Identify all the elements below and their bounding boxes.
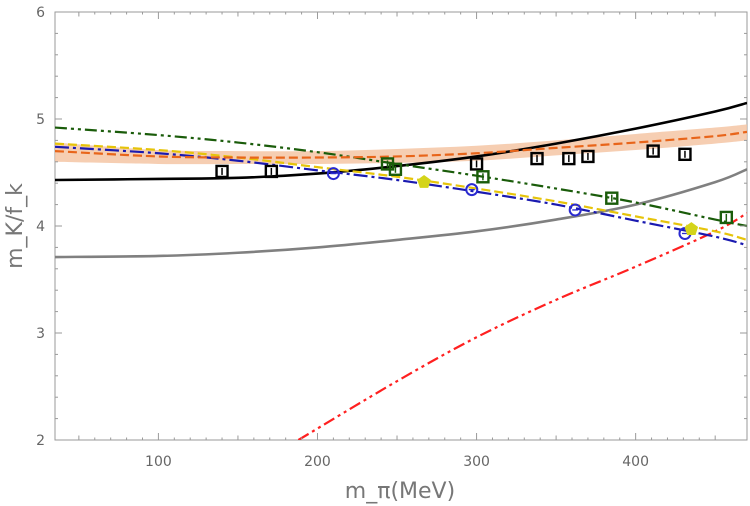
plot-frame (54, 11, 748, 441)
orange-dashed (55, 130, 747, 159)
black-squares-point (469, 157, 484, 171)
black-squares-point (530, 151, 544, 166)
black-squares-point (562, 151, 576, 166)
orange-band (55, 124, 747, 165)
x-tick-label-100: 100 (145, 454, 172, 470)
marker-layer (215, 144, 734, 240)
black-squares-point (646, 144, 660, 158)
x-tick-label-200: 200 (304, 454, 331, 470)
red-dashdot (297, 212, 747, 440)
green-squares-point (605, 191, 619, 205)
gray-solid (55, 168, 747, 259)
x-tick-label-300: 300 (463, 454, 490, 470)
x-axis-title: m_π(MeV) (345, 479, 455, 504)
black-squares-point (678, 147, 692, 162)
band-layer (55, 124, 747, 165)
green-squares-point (476, 170, 490, 184)
x-tick-label-400: 400 (622, 454, 649, 470)
green-dashdot (55, 126, 747, 228)
black-squares-point (215, 164, 229, 179)
y-tick-label-6: 6 (36, 5, 45, 21)
blue-circles-point (465, 183, 479, 197)
black-solid (55, 101, 747, 182)
yellow-pentagons-point (417, 175, 431, 188)
blue-circles-point (326, 167, 340, 181)
blue-circles-point (568, 203, 582, 217)
tick-layer (55, 11, 747, 441)
black-squares-point (581, 149, 595, 164)
y-axis-title: m_K/f_k (3, 183, 28, 269)
y-tick-label-4: 4 (36, 219, 45, 235)
green-squares-point (719, 210, 734, 225)
green-squares-point (388, 162, 403, 176)
y-tick-label-5: 5 (36, 112, 45, 128)
y-tick-label-3: 3 (36, 326, 45, 342)
black-squares-point (264, 164, 279, 179)
blue-dashdot (55, 145, 747, 247)
yellow-pentagons-point (684, 222, 699, 235)
y-tick-label-2: 2 (36, 433, 45, 449)
